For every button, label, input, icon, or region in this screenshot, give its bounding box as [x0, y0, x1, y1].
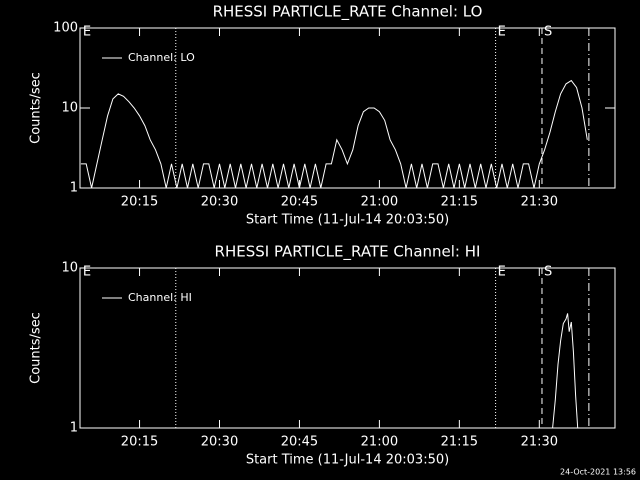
- x-tick-label: 21:30: [521, 435, 558, 450]
- x-tick-label: 21:15: [441, 435, 478, 450]
- y-tick-label: 1: [70, 421, 78, 436]
- y-tick-label: 10: [61, 261, 78, 276]
- y-tick-label: 1: [70, 181, 78, 196]
- x-axis-label: Start Time (11-Jul-14 20:03:50): [246, 453, 449, 468]
- annotation: E: [498, 25, 506, 40]
- x-tick-label: 21:00: [361, 195, 398, 210]
- annotation: E: [83, 265, 91, 280]
- x-tick-label: 20:45: [281, 435, 318, 450]
- legend-label: Channel: LO: [128, 51, 195, 64]
- x-tick-label: 20:15: [121, 195, 158, 210]
- footer: 24-Oct-2021 13:56: [560, 468, 636, 477]
- annotation: E: [498, 265, 506, 280]
- x-axis-label: Start Time (11-Jul-14 20:03:50): [246, 213, 449, 228]
- annotation: S: [544, 265, 552, 280]
- x-tick-label: 20:30: [201, 435, 238, 450]
- x-tick-label: 20:15: [121, 435, 158, 450]
- annotation: S: [544, 25, 552, 40]
- chart-title: RHESSI PARTICLE_RATE Channel: HI: [215, 243, 481, 262]
- data-line: [80, 79, 588, 189]
- x-tick-label: 20:45: [281, 195, 318, 210]
- legend-label: Channel: HI: [128, 291, 192, 304]
- y-tick-label: 10: [61, 101, 78, 116]
- y-axis-label: Counts/sec: [29, 312, 44, 384]
- x-tick-label: 20:30: [201, 195, 238, 210]
- x-tick-label: 21:00: [361, 435, 398, 450]
- data-line: [552, 313, 579, 429]
- annotation: E: [83, 25, 91, 40]
- x-tick-label: 21:30: [521, 195, 558, 210]
- chart-title: RHESSI PARTICLE_RATE Channel: LO: [213, 3, 483, 22]
- y-axis-label: Counts/sec: [29, 72, 44, 144]
- x-tick-label: 21:15: [441, 195, 478, 210]
- plot-frame: [79, 267, 616, 429]
- y-tick-label: 100: [53, 21, 78, 36]
